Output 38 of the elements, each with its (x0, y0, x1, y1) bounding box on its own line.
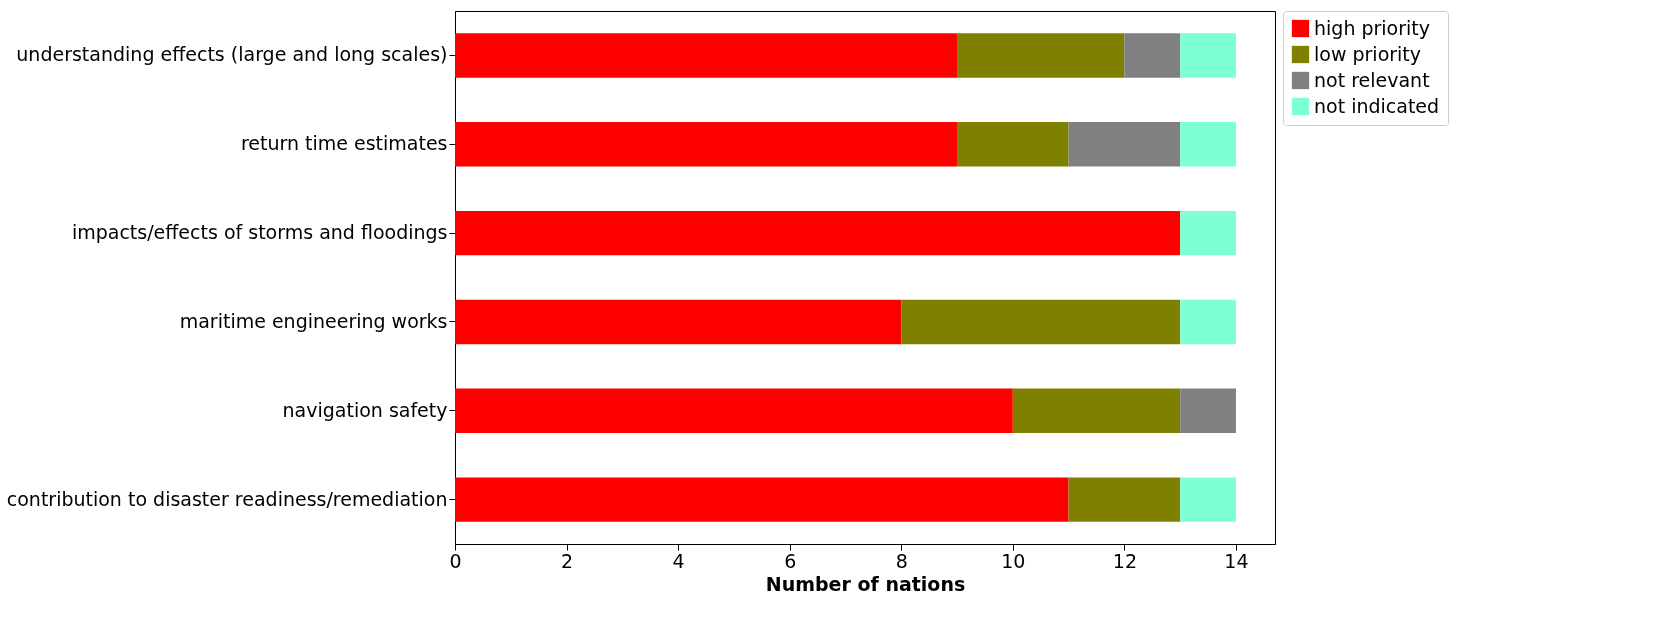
x-axis-title: Number of nations (765, 572, 966, 595)
bar (455, 299, 902, 345)
bar (455, 210, 1181, 256)
x-tick-label: 14 (1224, 549, 1249, 572)
x-tick-label: 12 (1112, 549, 1137, 572)
bar (1180, 477, 1236, 522)
bar (1180, 122, 1236, 167)
x-tick-label: 2 (561, 549, 574, 572)
x-tick-label: 0 (449, 549, 462, 572)
y-tick-label: maritime engineering works (179, 309, 448, 332)
bar (1180, 299, 1236, 345)
legend-label: high priority (1314, 16, 1431, 39)
bar (1124, 33, 1181, 78)
bar (1180, 33, 1236, 78)
bar (901, 299, 1181, 345)
y-tick-label: navigation safety (282, 398, 448, 421)
legend-label: not indicated (1314, 94, 1440, 117)
bar (455, 122, 958, 167)
legend-label: low priority (1314, 42, 1422, 65)
x-tick-label: 8 (895, 549, 908, 572)
legend-label: not relevant (1314, 68, 1430, 91)
bar (455, 477, 1069, 522)
y-tick-label: understanding effects (large and long scales) (16, 43, 448, 66)
y-tick-label: impacts/effects of storms and floodings (71, 221, 448, 244)
bar (455, 33, 958, 78)
y-tick-label: contribution to disaster readiness/remediation (6, 487, 448, 510)
x-tick-label: 10 (1001, 549, 1026, 572)
bar (1180, 388, 1236, 433)
bar (1068, 122, 1181, 167)
bar (957, 33, 1125, 78)
bar (455, 388, 1013, 433)
bar (1068, 477, 1181, 522)
bar (957, 122, 1069, 167)
y-tick-label: return time estimates (240, 132, 448, 155)
x-tick-label: 6 (784, 549, 797, 572)
bar (1180, 210, 1236, 256)
x-tick-label: 4 (672, 549, 685, 572)
bar (1012, 388, 1181, 433)
